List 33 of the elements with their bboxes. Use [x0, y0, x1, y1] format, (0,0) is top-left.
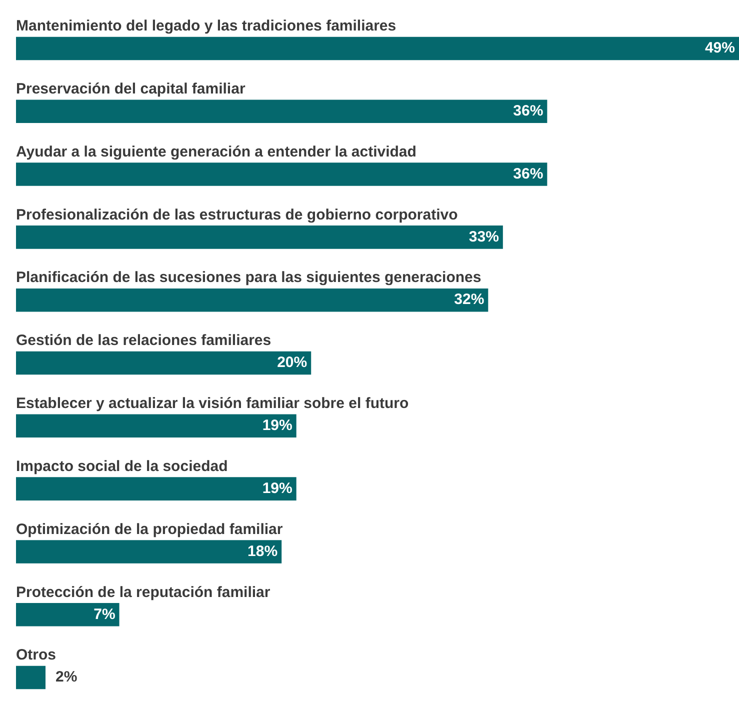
- y-tick-label: Optimización de la propiedad familiar: [16, 520, 283, 538]
- y-tick-label: Planificación de las sucesiones para las siguientes generaciones: [16, 269, 482, 286]
- bar: [16, 603, 120, 626]
- bar: [16, 162, 548, 186]
- y-tick-label: Establecer y actualizar la visión familiar sobre el futuro: [16, 395, 409, 412]
- bar: [16, 36, 739, 60]
- bar: [16, 477, 296, 500]
- bar: [16, 666, 46, 690]
- y-tick-label: Ayudar a la siguiente generación a entender la actividad: [16, 143, 416, 160]
- data-label: 32%: [454, 291, 484, 308]
- bar: [16, 226, 503, 249]
- y-tick-label: Mantenimiento del legado y las tradiciones familiares: [16, 18, 396, 35]
- y-tick-label: Profesionalización de las estructuras de gobierno corporativo: [16, 206, 458, 224]
- y-tick-label: Otros: [16, 646, 56, 664]
- data-label: 49%: [704, 40, 735, 57]
- data-label: 36%: [513, 165, 544, 182]
- bar: [16, 414, 296, 438]
- data-label: 20%: [277, 354, 308, 372]
- data-label: 7%: [94, 606, 116, 623]
- data-label: 2%: [56, 668, 78, 686]
- data-label: 19%: [262, 417, 292, 434]
- data-label: 33%: [468, 228, 499, 246]
- bar: [16, 288, 488, 312]
- bar: [16, 351, 312, 375]
- y-tick-label: Protección de la reputación familiar: [16, 584, 270, 601]
- y-tick-label: Impacto social de la sociedad: [16, 458, 228, 475]
- data-label: 19%: [262, 480, 292, 497]
- bar: [16, 100, 548, 123]
- bar: [16, 540, 282, 564]
- data-label: 18%: [248, 542, 278, 560]
- y-tick-label: Preservación del capital familiar: [16, 80, 246, 98]
- y-tick-label: Gestión de las relaciones familiares: [16, 332, 272, 350]
- data-label: 36%: [513, 102, 544, 120]
